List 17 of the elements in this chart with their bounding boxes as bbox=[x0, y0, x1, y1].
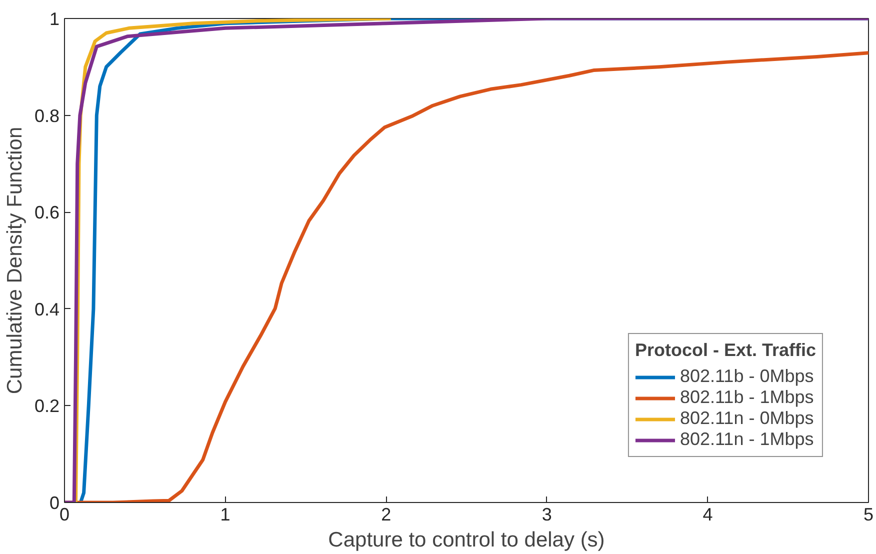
legend-label: 802.11n - 0Mbps bbox=[680, 408, 814, 429]
x-tick-label: 5 bbox=[863, 504, 874, 524]
y-tick-label: 0.2 bbox=[34, 396, 60, 416]
y-tick-label: 0.6 bbox=[34, 202, 60, 223]
legend-title: Protocol - Ext. Traffic bbox=[634, 340, 816, 361]
y-axis-title: Cumulative Density Function bbox=[3, 126, 26, 394]
y-tick-label: 0.8 bbox=[34, 106, 60, 126]
x-tick-label: 2 bbox=[381, 504, 392, 524]
legend-label: 802.11b - 0Mbps bbox=[680, 366, 814, 387]
y-tick-label: 1 bbox=[49, 9, 60, 29]
x-tick-label: 4 bbox=[702, 504, 713, 524]
x-tick-label: 3 bbox=[542, 504, 552, 524]
legend-label: 802.11n - 1Mbps bbox=[680, 429, 814, 450]
legend-label: 802.11b - 1Mbps bbox=[680, 387, 814, 408]
x-tick-label: 1 bbox=[220, 504, 230, 524]
y-tick-label: 0.4 bbox=[34, 299, 60, 320]
x-axis-title: Capture to control to delay (s) bbox=[328, 528, 605, 552]
